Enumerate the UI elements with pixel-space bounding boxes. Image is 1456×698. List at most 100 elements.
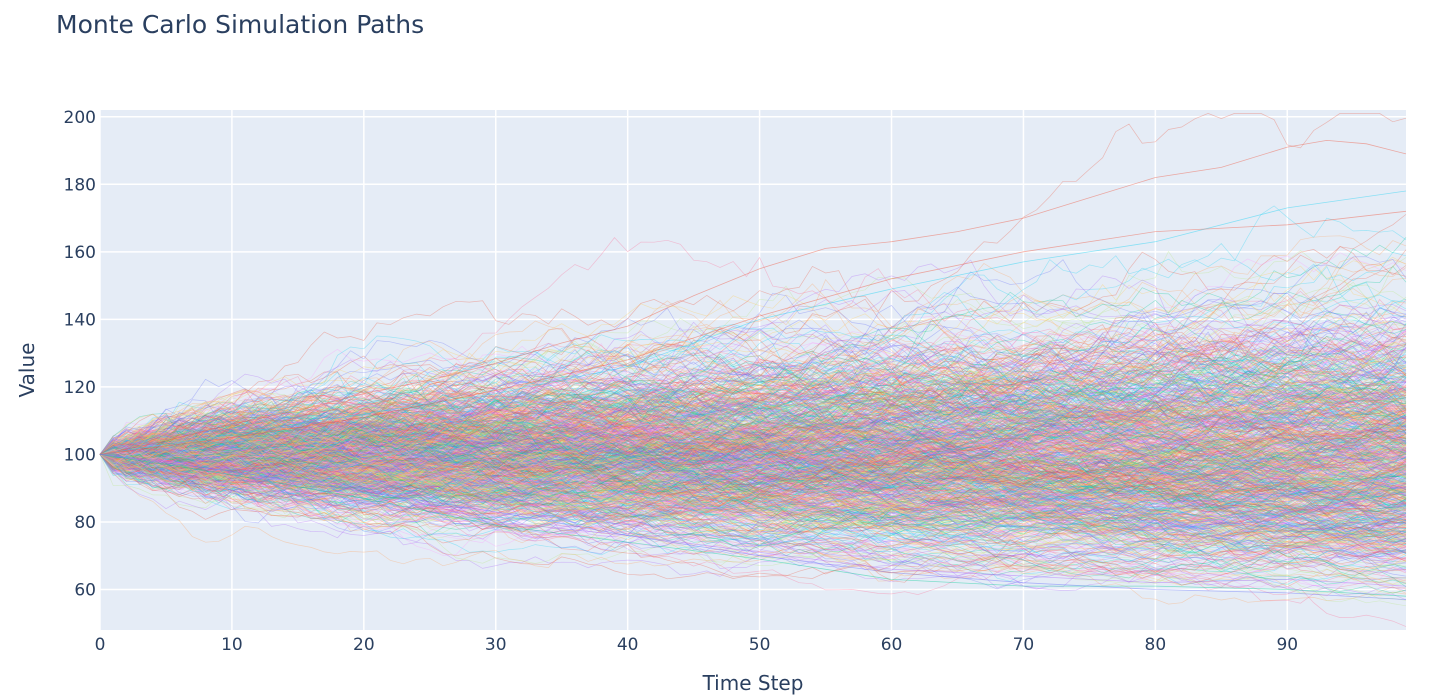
- simulation-path: [99, 371, 1407, 467]
- simulation-path: [99, 343, 1407, 458]
- simulation-path: [99, 426, 1407, 513]
- simulation-path: [99, 323, 1407, 464]
- simulation-path: [99, 344, 1407, 463]
- simulation-path: [99, 448, 1407, 525]
- simulation-path: [99, 397, 1407, 488]
- simulation-path: [99, 436, 1407, 546]
- simulation-path: [99, 450, 1407, 558]
- simulation-path: [99, 442, 1407, 585]
- simulation-path: [99, 424, 1407, 535]
- simulation-path: [99, 299, 1407, 455]
- simulation-path: [99, 332, 1407, 465]
- simulation-path: [99, 454, 1407, 544]
- simulation-path: [99, 423, 1407, 539]
- simulation-path: [99, 406, 1407, 487]
- simulation-path: [99, 454, 1407, 526]
- simulation-path: [99, 438, 1407, 526]
- simulation-path: [99, 344, 1407, 488]
- plot-area: [100, 110, 1406, 630]
- simulation-path: [99, 339, 1407, 491]
- simulation-path: [99, 420, 1407, 481]
- simulation-path: [99, 454, 1407, 536]
- simulation-path: [99, 405, 1407, 493]
- simulation-path: [99, 423, 1407, 552]
- simulation-path: [99, 353, 1407, 460]
- simulation-path: [99, 361, 1407, 468]
- simulation-path: [99, 435, 1407, 526]
- simulation-path: [99, 453, 1407, 518]
- simulation-path: [99, 361, 1407, 493]
- simulation-path: [99, 389, 1407, 491]
- simulation-path: [99, 445, 1407, 559]
- simulation-path: [99, 391, 1407, 492]
- simulation-path: [99, 413, 1407, 500]
- simulation-path: [99, 391, 1407, 485]
- simulation-path: [99, 205, 1407, 462]
- simulation-path: [99, 385, 1407, 474]
- simulation-path: [99, 374, 1407, 478]
- simulation-path: [99, 445, 1407, 553]
- simulation-path: [99, 408, 1407, 512]
- simulation-path: [99, 422, 1407, 507]
- simulation-path: [99, 420, 1407, 497]
- simulation-path: [99, 414, 1407, 488]
- simulation-path: [99, 417, 1407, 493]
- simulation-path: [99, 444, 1407, 569]
- y-tick-label: 180: [64, 175, 96, 195]
- simulation-path: [99, 379, 1407, 485]
- simulation-path: [99, 355, 1407, 462]
- simulation-path: [99, 348, 1407, 455]
- simulation-path: [99, 416, 1407, 502]
- simulation-path: [99, 380, 1407, 516]
- simulation-path: [99, 371, 1407, 503]
- simulation-path: [99, 440, 1406, 537]
- simulation-path: [99, 332, 1407, 483]
- simulation-path: [99, 427, 1407, 490]
- simulation-path: [99, 312, 1407, 492]
- simulation-path: [99, 418, 1407, 511]
- simulation-path: [99, 424, 1407, 519]
- simulation-path: [99, 327, 1407, 456]
- y-tick-label: 200: [64, 108, 96, 128]
- simulation-path: [99, 295, 1407, 461]
- simulation-path: [99, 398, 1407, 478]
- simulation-path: [99, 426, 1407, 556]
- simulation-path: [99, 398, 1407, 487]
- simulation-path: [99, 371, 1407, 507]
- simulation-path: [99, 414, 1407, 466]
- simulation-path: [99, 389, 1407, 483]
- simulation-path: [99, 428, 1407, 505]
- simulation-path: [99, 438, 1407, 496]
- simulation-path: [99, 384, 1407, 461]
- simulation-path: [99, 419, 1407, 594]
- y-tick-label: 120: [64, 378, 96, 398]
- simulation-path: [99, 428, 1407, 542]
- simulation-path: [99, 421, 1407, 490]
- simulation-path: [99, 454, 1407, 575]
- simulation-path: [99, 433, 1407, 562]
- simulation-path: [99, 368, 1407, 467]
- simulation-path: [99, 444, 1407, 565]
- simulation-path: [99, 393, 1406, 490]
- simulation-path: [99, 438, 1407, 506]
- simulation-path: [99, 414, 1407, 489]
- simulation-path: [99, 373, 1407, 500]
- simulation-path: [99, 437, 1407, 544]
- simulation-path: [99, 448, 1407, 537]
- simulation-path: [99, 418, 1407, 526]
- simulation-path: [99, 237, 1407, 459]
- x-tick-label: 40: [617, 635, 639, 655]
- simulation-path: [99, 315, 1407, 460]
- simulation-path: [99, 453, 1407, 518]
- simulation-path: [99, 398, 1407, 505]
- simulation-path: [99, 454, 1407, 510]
- simulation-path: [99, 380, 1407, 466]
- simulation-path: [99, 301, 1407, 458]
- simulation-path: [99, 384, 1407, 509]
- simulation-path: [99, 413, 1407, 499]
- simulation-path: [99, 427, 1407, 559]
- simulation-path: [99, 439, 1407, 530]
- simulation-path: [99, 453, 1407, 558]
- simulation-path: [99, 447, 1407, 549]
